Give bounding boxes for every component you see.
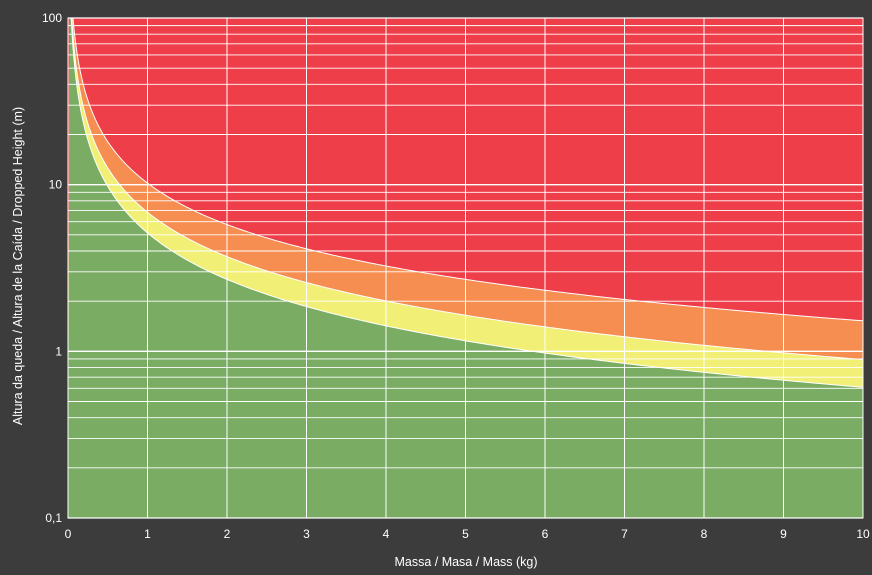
x-tick-label: 6 [542, 527, 549, 541]
x-tick-label: 3 [303, 527, 310, 541]
y-tick-label: 100 [42, 11, 62, 25]
y-tick-label: 0,1 [45, 511, 62, 525]
boundary-curve-green [69, 17, 864, 388]
boundary-curve-yellow [69, 17, 864, 361]
y-tick-label: 10 [49, 178, 63, 192]
x-axis-label: Massa / Masa / Mass (kg) [394, 555, 537, 569]
x-tick-label: 10 [856, 527, 870, 541]
y-tick-label: 1 [55, 344, 62, 358]
x-tick-label: 2 [224, 527, 231, 541]
x-tick-label: 8 [701, 527, 708, 541]
x-tick-label: 9 [780, 527, 787, 541]
y-axis-label: Altura da queda / Altura de la Caída / D… [11, 107, 25, 425]
x-tick-label: 1 [144, 527, 151, 541]
y-tick-labels: 0,1 1 10 100 [42, 11, 62, 525]
grid-layer [67, 17, 864, 519]
x-tick-labels: 0 1 2 3 4 5 6 7 8 9 10 [65, 527, 870, 541]
green-zone [68, 18, 863, 518]
plot-frame [67, 17, 864, 519]
x-tick-label: 4 [383, 527, 390, 541]
x-tick-label: 5 [462, 527, 469, 541]
boundary-curve-red [69, 17, 864, 322]
x-tick-label: 0 [65, 527, 72, 541]
x-tick-label: 7 [621, 527, 628, 541]
boundary-curve-layer [69, 17, 864, 388]
